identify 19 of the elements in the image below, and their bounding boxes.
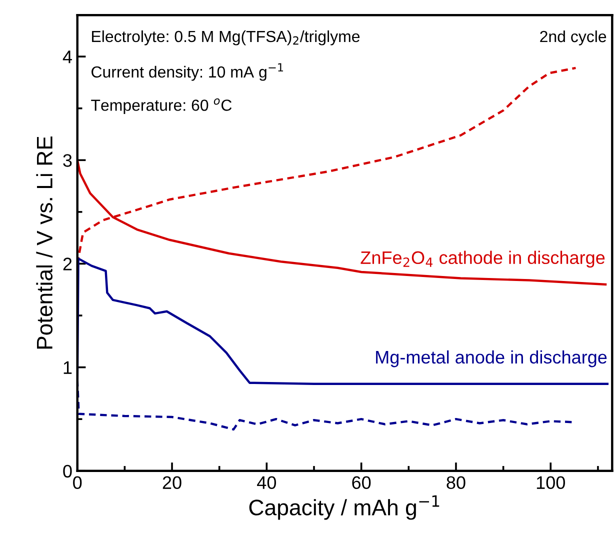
y-tick-label: 0: [63, 464, 72, 478]
x-tick-label: 20: [162, 476, 182, 490]
x-axis-title: Capacity / mAh g$^{−1}$: [249, 495, 440, 520]
annotation: Current density: 10 mA g$^{−1}$: [92, 63, 283, 81]
y-tick-label: 3: [63, 154, 72, 167]
series-label: ZnFe$_{2}$O$_{4}$ cathode in discharge: [360, 250, 605, 268]
annotation: Temperature: 60 $^{o}$C: [91, 98, 232, 114]
y-tick-label: 4: [62, 50, 72, 64]
annotation: Electrolyte: 0.5 M Mg(TFSA)$_{2}$/triglyme: [92, 30, 360, 46]
y-tick-label: 2: [63, 258, 72, 270]
annotation: 2nd cycle: [540, 30, 606, 46]
y-axis-title: Potential / V vs. Li RE: [36, 136, 53, 349]
x-tick-label: 40: [257, 476, 276, 490]
x-tick-label: 0: [73, 476, 82, 490]
y-tick-label: 1: [64, 361, 72, 374]
x-tick-label: 100: [536, 476, 565, 490]
series-label: Mg-metal anode in discharge: [376, 350, 607, 368]
x-tick-label: 80: [446, 476, 466, 490]
x-tick-label: 60: [352, 476, 371, 490]
